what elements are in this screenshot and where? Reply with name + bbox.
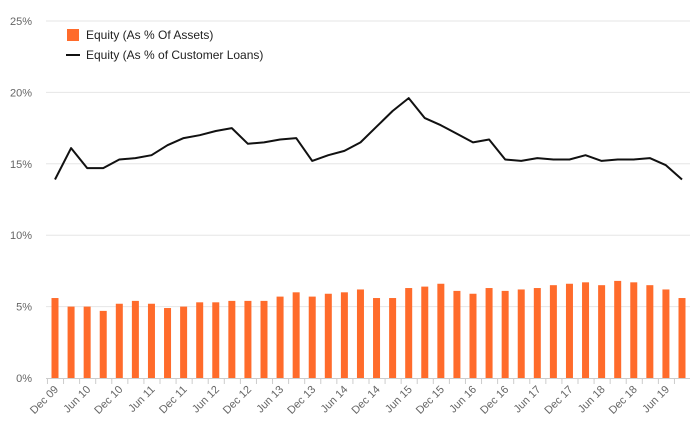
- bar: [356, 289, 364, 378]
- bar: [260, 300, 268, 378]
- legend-swatch-bar: [67, 29, 79, 41]
- bar: [228, 300, 236, 378]
- x-tick-label: Jun 19: [640, 384, 672, 416]
- x-tick-label: Dec 17: [542, 384, 575, 417]
- bar: [115, 303, 123, 378]
- bar: [51, 298, 59, 378]
- x-tick-label: Jun 15: [383, 384, 415, 416]
- legend-label-assets: Equity (As % Of Assets): [86, 28, 213, 42]
- bar: [164, 308, 172, 378]
- bar: [308, 296, 316, 378]
- x-tick-label: Dec 10: [92, 384, 125, 417]
- x-tick-label: Dec 09: [28, 384, 61, 417]
- bar: [501, 290, 509, 378]
- bar: [662, 289, 670, 378]
- y-tick-label: 25%: [10, 16, 32, 28]
- bar: [582, 282, 590, 378]
- bar: [517, 289, 525, 378]
- bar: [99, 310, 107, 378]
- y-tick-label: 5%: [16, 302, 32, 314]
- x-tick-label: Dec 14: [350, 384, 383, 417]
- bar: [421, 286, 429, 378]
- x-tick-label: Dec 16: [478, 384, 511, 417]
- bar: [276, 296, 284, 378]
- bar: [244, 300, 252, 378]
- bar: [373, 298, 381, 378]
- bar: [67, 306, 75, 378]
- bar: [533, 288, 541, 378]
- x-tick-label: Jun 16: [447, 384, 479, 416]
- grid-lines: [46, 20, 690, 308]
- series-line: [54, 97, 683, 181]
- bar: [196, 302, 204, 378]
- x-axis: [46, 378, 690, 384]
- bar: [212, 302, 220, 378]
- x-tick-label: Dec 12: [221, 384, 254, 417]
- bar: [340, 292, 348, 378]
- bar: [630, 282, 638, 378]
- x-tick-label: Jun 14: [319, 384, 351, 416]
- y-tick-label: 15%: [10, 159, 32, 171]
- x-tick-label: Jun 10: [61, 384, 93, 416]
- bar-series-assets: [51, 280, 686, 378]
- bar: [614, 280, 622, 378]
- bar: [180, 306, 188, 378]
- x-tick-label: Jun 17: [512, 384, 544, 416]
- x-tick-label: Dec 18: [607, 384, 640, 417]
- bar: [405, 288, 413, 378]
- y-tick-label: 20%: [10, 87, 32, 99]
- y-tick-label: 0%: [16, 373, 32, 385]
- bar: [292, 292, 300, 378]
- legend-label-loans: Equity (As % of Customer Loans): [86, 48, 263, 62]
- x-tick-label: Dec 15: [414, 384, 447, 417]
- x-tick-label: Jun 18: [576, 384, 608, 416]
- y-axis-tick-labels: 0% 5% 10% 15% 20% 25%: [10, 16, 32, 385]
- bar: [598, 285, 606, 378]
- bar: [485, 288, 493, 378]
- y-tick-label: 10%: [10, 230, 32, 242]
- bar: [453, 290, 461, 378]
- legend: Equity (As % Of Assets) Equity (As % of …: [66, 28, 263, 62]
- x-axis-tick-labels: Dec 09 Jun 10 Dec 10 Jun 11 Dec 11 Jun 12 Dec …: [28, 384, 672, 417]
- bar: [131, 300, 139, 378]
- bar: [646, 285, 654, 378]
- bar: [147, 303, 155, 378]
- x-tick-label: Jun 11: [126, 384, 157, 415]
- x-tick-label: Jun 12: [190, 384, 222, 416]
- bar: [83, 306, 91, 378]
- bar: [549, 285, 557, 378]
- bar: [389, 298, 397, 378]
- bar: [469, 293, 477, 378]
- x-tick-label: Dec 11: [157, 384, 190, 417]
- x-tick-label: Dec 13: [285, 384, 318, 417]
- bar: [324, 293, 332, 378]
- x-tick-label: Jun 13: [254, 384, 286, 416]
- bar: [565, 283, 573, 378]
- bar: [678, 298, 686, 378]
- line-series-loans: [54, 97, 683, 181]
- bar: [437, 283, 445, 378]
